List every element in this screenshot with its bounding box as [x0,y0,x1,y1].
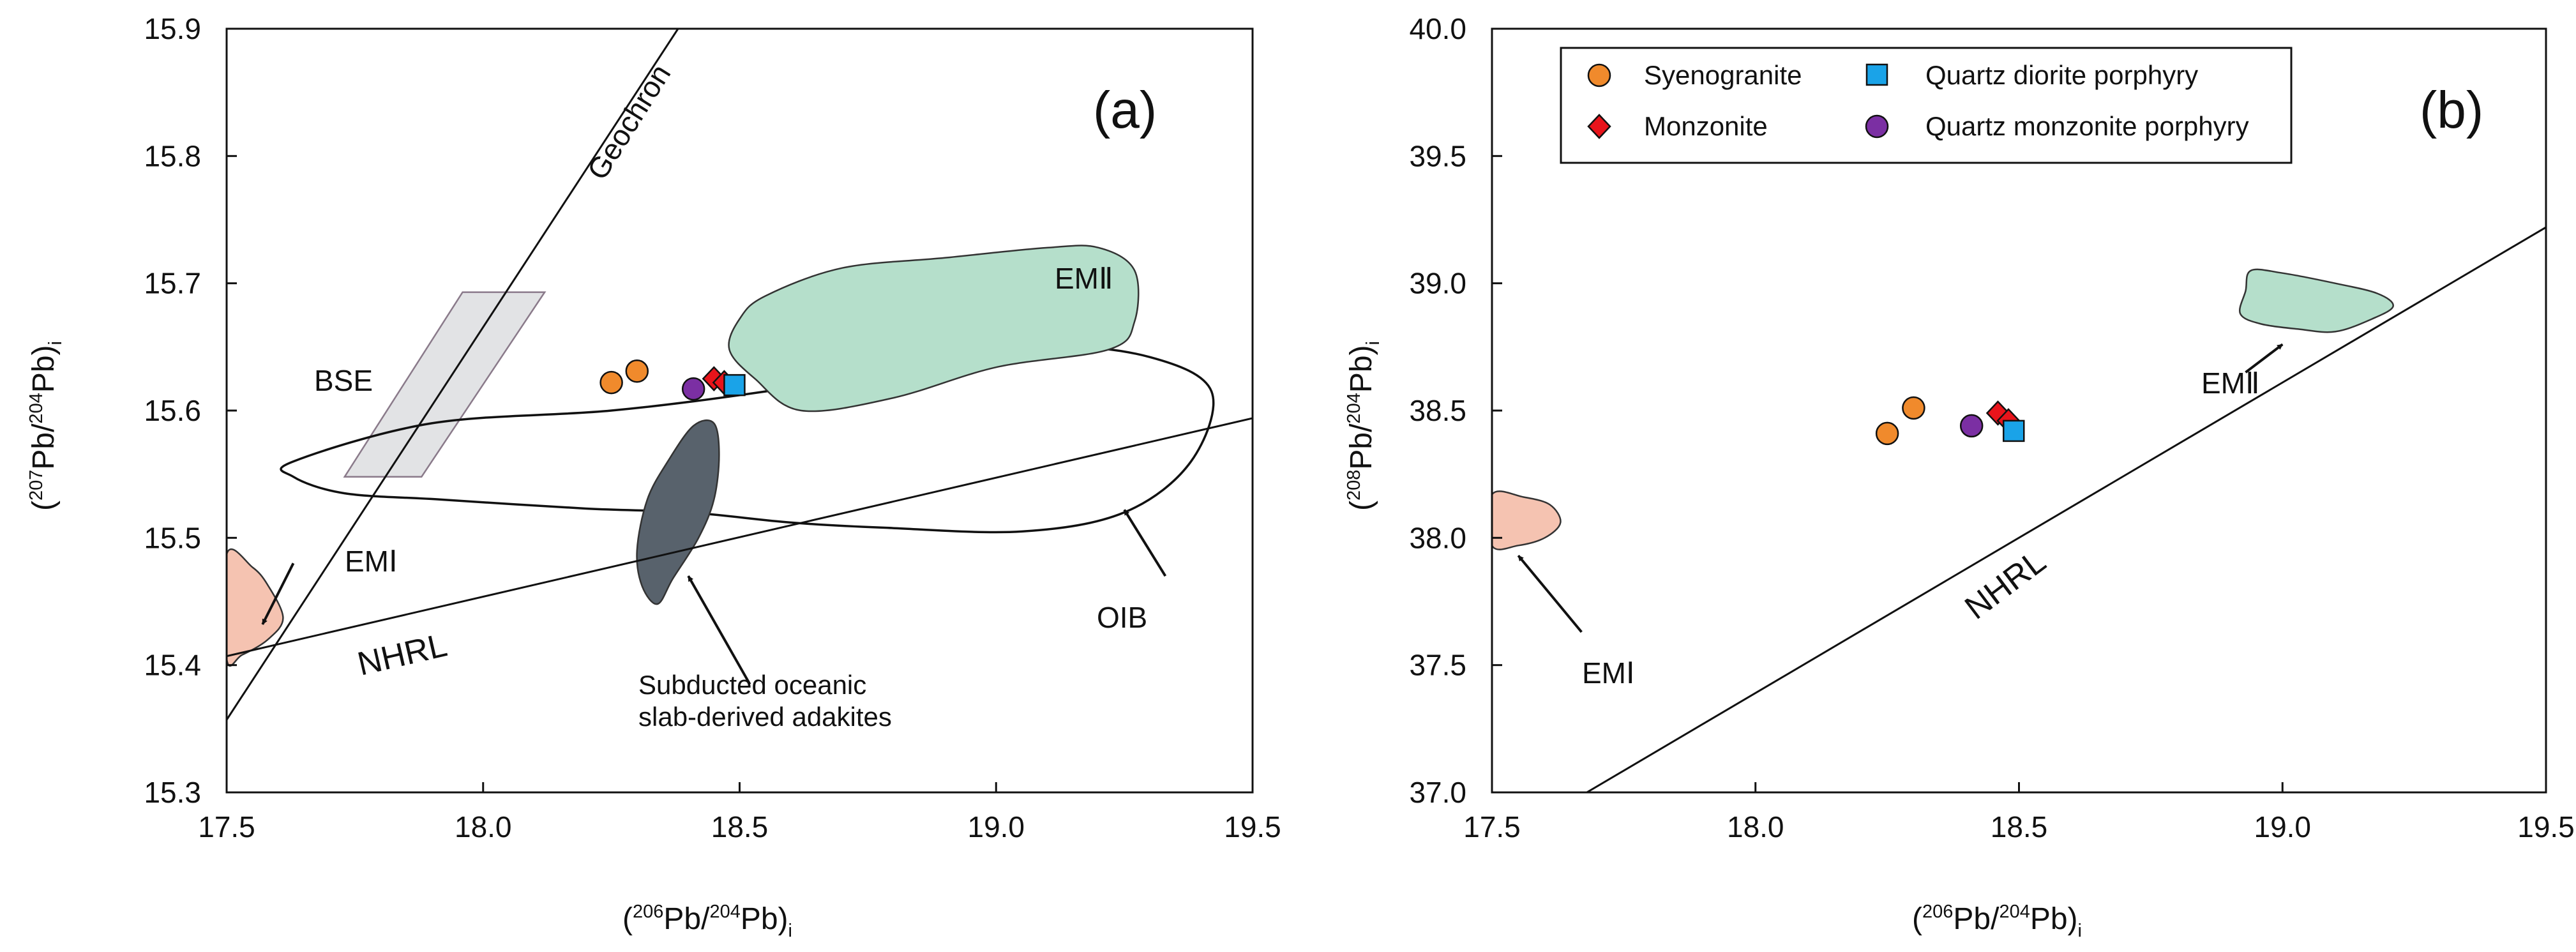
y-tick-label: 40.0 [1409,12,1466,45]
y-tick-label: 15.9 [144,12,201,45]
legend: Syenogranite Quartz diorite porphyry Mon… [1560,47,2293,164]
syenogranite-point [1902,396,1925,420]
oib-label: OIB [1097,601,1147,634]
legend-item-monzonite: Monzonite [1587,111,1768,141]
y-tick-label: 38.5 [1409,394,1466,427]
y-tick-label: 15.3 [144,776,201,809]
panel-a-points [599,359,746,401]
panel-b-y-axis-label: (208Pb/204Pb)i [1344,341,1383,511]
legend-marker-quartz-monzonite-porphyry [1865,114,1889,139]
panel-b-fields [1492,268,2394,550]
em1-field [1492,490,1562,550]
panel-a-y-ticks: 15.3 15.4 15.5 15.6 15.7 15.8 15.9 [144,12,237,809]
x-tick-label: 19.0 [2254,810,2311,843]
legend-label-quartz-diorite-porphyry: Quartz diorite porphyry [1925,60,2198,90]
legend-label-syenogranite: Syenogranite [1644,60,1802,90]
legend-item-quartz-monzonite-porphyry: Quartz monzonite porphyry [1865,111,2249,141]
bse-label: BSE [314,364,373,397]
nhrl-line [227,417,1253,658]
quartz-monzonite-porphyry-point [1959,414,1984,438]
em2-arrow [2245,343,2284,374]
panel-b-points [1875,396,2025,446]
syenogranite-point [1875,421,1899,446]
em1-arrow [261,563,295,625]
quartz-monzonite-porphyry-point [681,377,705,401]
em2-label: EMⅡ [1055,262,1113,295]
syenogranite-point [599,370,623,395]
nhrl-label-b: NHRL [1958,543,2053,627]
em2-label-b: EMⅡ [2201,366,2260,400]
y-tick-label: 15.6 [144,394,201,427]
geochron-line [227,29,679,721]
panel-a-label: (a) [1093,81,1157,139]
panel-a-y-axis-label: (207Pb/204Pb)i [26,341,66,511]
x-tick-label: 18.0 [1727,810,1784,843]
adakite-label-line1: Subducted oceanic [638,670,866,700]
y-tick-label: 15.8 [144,139,201,172]
em1-arrow [1517,554,1583,633]
legend-item-quartz-diorite-porphyry: Quartz diorite porphyry [1865,60,2198,90]
y-tick-label: 15.4 [144,649,201,682]
panel-a: 17.5 18.0 18.5 19.0 19.5 15.315.415.515.615.… [26,12,1281,941]
y-tick-label: 38.0 [1409,521,1466,554]
quartz-diorite-porphyry-point [2002,419,2025,442]
oib-arrow [1123,509,1167,577]
panel-b-y-ticks: 37.0 37.5 38.0 38.5 39.0 39.5 40.0 [1409,12,1502,809]
legend-marker-monzonite [1587,114,1611,139]
legend-marker-syenogranite [1587,63,1611,87]
adakite-field [636,419,720,605]
nhrl-label-a: NHRL [354,626,451,683]
y-tick-label: 39.0 [1409,267,1466,300]
panel-b: 17.5 18.0 18.5 19.0 19.5 37.0 37.5 38.0 38.5 39.… [1344,12,2575,941]
monzonite-point [1985,400,2010,426]
x-tick-label: 17.5 [1463,810,1521,843]
x-tick-label: 18.5 [711,810,769,843]
panel-b-arrows [1517,343,2284,633]
geochron-label: Geochron [580,58,677,185]
em2-field [728,245,1140,412]
y-tick-label: 37.0 [1409,776,1466,809]
em1-label-b: EMⅠ [1582,656,1635,690]
y-tick-label: 37.5 [1409,649,1466,682]
y-tick-label: 39.5 [1409,139,1466,172]
panel-a-x-ticks: 17.5 18.0 18.5 19.0 19.5 [198,782,1281,843]
y-tick-label: 15.5 [144,521,201,554]
legend-marker-quartz-diorite-porphyry [1865,63,1888,86]
syenogranite-point [625,359,649,383]
quartz-diorite-porphyry-point [723,374,746,397]
x-tick-label: 19.5 [2517,810,2575,843]
panel-b-x-axis-label: (206Pb/204Pb)i [1912,902,2082,941]
legend-item-syenogranite: Syenogranite [1587,60,1802,90]
em1-field [227,548,284,667]
panel-b-label: (b) [2420,81,2483,139]
legend-label-quartz-monzonite-porphyry: Quartz monzonite porphyry [1925,111,2249,141]
em1-label-a: EMⅠ [345,545,398,578]
x-tick-label: 18.0 [455,810,512,843]
y-tick-label: 15.7 [144,267,201,300]
panel-b-x-ticks: 17.5 18.0 18.5 19.0 19.5 [1463,782,2575,843]
legend-label-monzonite: Monzonite [1644,111,1768,141]
x-tick-label: 17.5 [198,810,255,843]
em2-field [2239,268,2394,333]
nhrl-line [1586,226,2546,792]
adakite-label-line2: slab-derived adakites [638,702,892,732]
x-tick-label: 19.5 [1224,810,1281,843]
legend-box [1560,47,2293,164]
panel-a-fields [227,245,1215,667]
subducted-oceanic-slab-derived-adakites-arrow [687,575,751,685]
x-tick-label: 18.5 [1991,810,2048,843]
panel-a-x-axis-label: (206Pb/204Pb)i [622,902,792,941]
panel-a-arrows [261,509,1167,685]
x-tick-label: 19.0 [967,810,1025,843]
oib-field [280,345,1215,534]
